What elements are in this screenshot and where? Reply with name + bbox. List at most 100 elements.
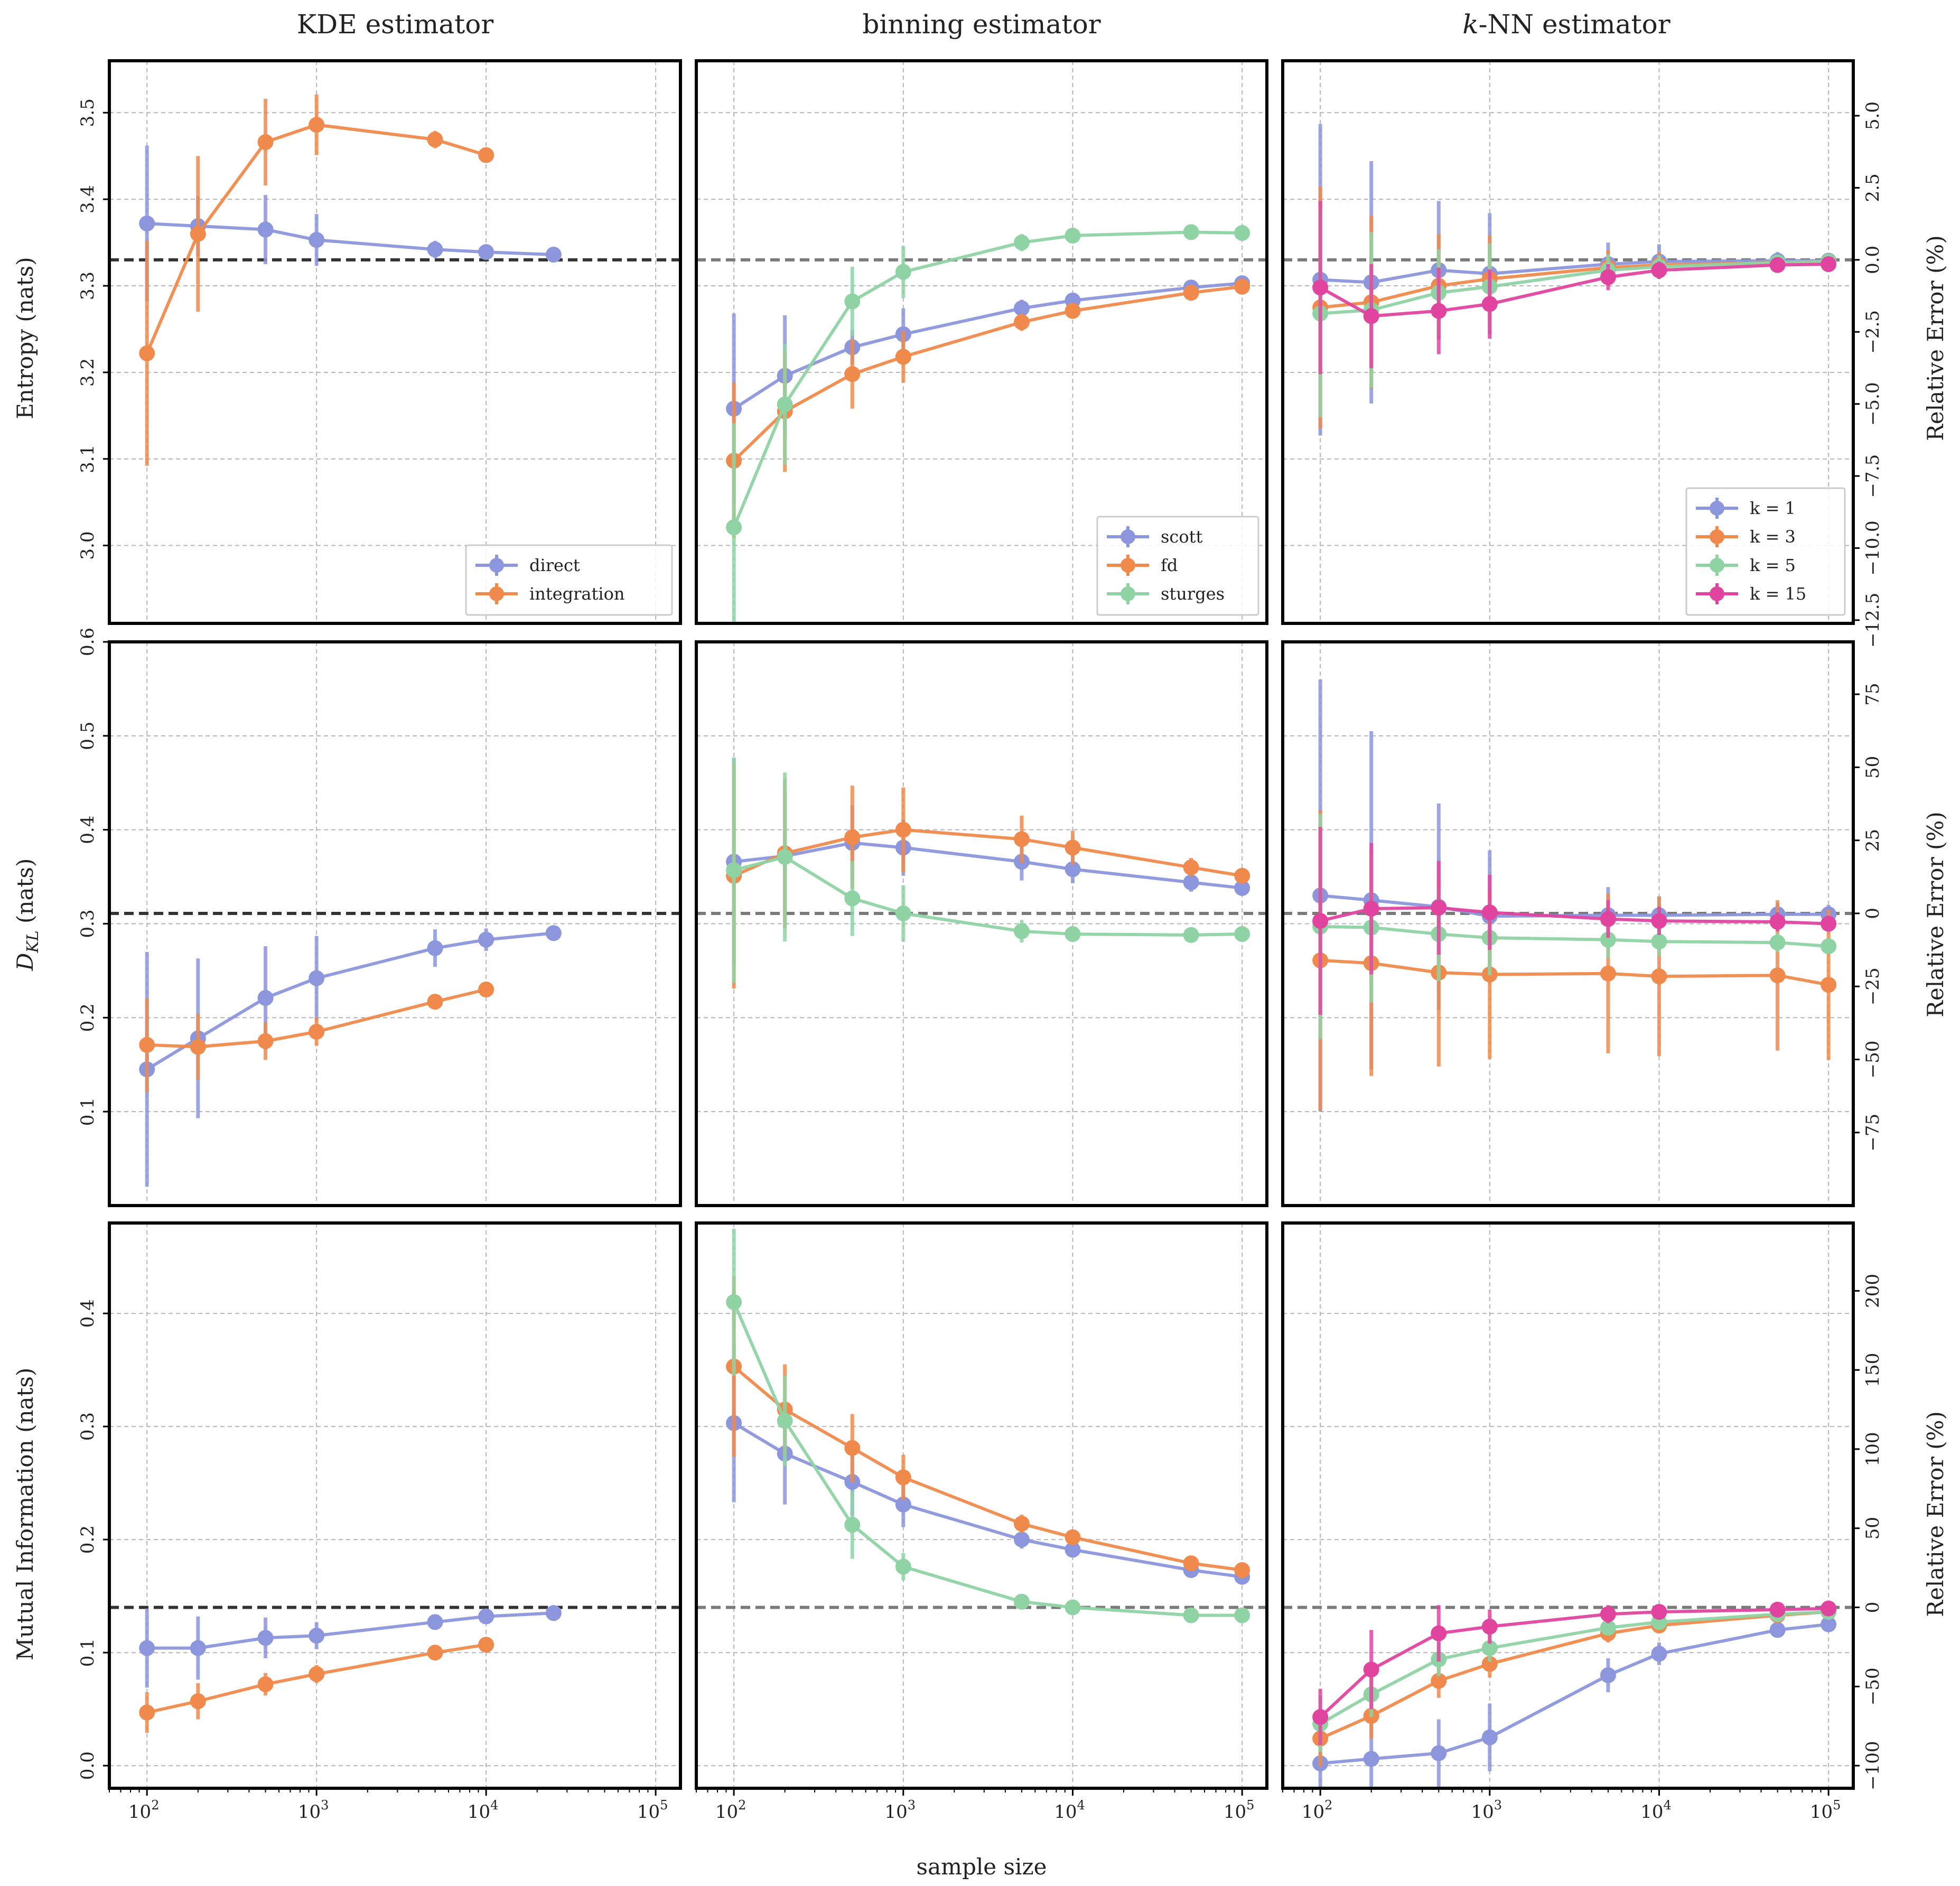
series-k15 (1312, 201, 1837, 375)
data-point (1481, 1656, 1498, 1672)
y2label-mutual-information: Relative Error (%) (1922, 1411, 1948, 1617)
ylabel-mutual-information: Mutual Information (nats) (12, 1368, 38, 1661)
legend: direct integration (465, 544, 673, 616)
panel-r1-c1 (695, 640, 1268, 1207)
series-integration (139, 1637, 494, 1733)
data-point (1234, 880, 1250, 896)
y2-tick-label: 150 (1862, 1353, 1883, 1387)
data-point (139, 1704, 155, 1721)
data-point (309, 232, 325, 248)
data-point (844, 890, 861, 907)
ylabel-dkl: DKL (nats) (12, 858, 42, 972)
data-point (1600, 1606, 1616, 1622)
legend-box (1685, 487, 1846, 616)
column-title-binning: binning estimator (862, 9, 1100, 40)
y-tick-label: 3.2 (77, 358, 98, 387)
y-tick-label: 0.4 (77, 1299, 98, 1328)
x-tick-label: 103 (1471, 1798, 1502, 1823)
y2-tick-label: −10.0 (1862, 520, 1883, 575)
legend-marker (1710, 586, 1724, 601)
data-point (1431, 900, 1447, 916)
y-tick-label: 0.3 (77, 909, 98, 938)
data-point (257, 134, 274, 151)
series-sturges (726, 757, 1250, 983)
panel-r2-c1: 102 103 104 105 (695, 1221, 1268, 1823)
data-point (427, 1614, 443, 1630)
data-point (1769, 967, 1786, 984)
data-point (1183, 285, 1199, 301)
data-point (1431, 1745, 1447, 1761)
y2-tick-label: −50 (1862, 1041, 1883, 1079)
panel-frame (695, 59, 1268, 625)
data-point (1183, 1555, 1199, 1572)
data-point (1065, 839, 1081, 856)
panel-r1-c2: 75 50 25 0 −25 −50 −75 (1281, 640, 1883, 1207)
panel-frame (1281, 640, 1855, 1207)
data-point (478, 244, 494, 260)
data-point (1651, 933, 1667, 950)
panel-frame (695, 640, 1268, 1207)
data-point (1481, 904, 1498, 921)
data-point (844, 293, 861, 310)
data-point (1431, 1625, 1447, 1641)
data-point (478, 981, 494, 997)
data-point (1234, 225, 1250, 241)
data-point (309, 970, 325, 986)
series-line (1320, 958, 1829, 987)
y-tick-label: 0.6 (77, 628, 98, 656)
legend-label: k = 5 (1750, 555, 1796, 575)
y2-tick-label: 75 (1862, 683, 1883, 706)
y2-tick-label: 5.0 (1862, 101, 1883, 130)
data-point (1363, 901, 1379, 917)
y-tick-label: 0.4 (77, 816, 98, 844)
legend-label: k = 3 (1750, 527, 1796, 547)
series-k3 (1312, 810, 1837, 1111)
x-tick-label: 102 (128, 1798, 160, 1823)
series-direct (139, 145, 562, 302)
data-point (427, 241, 443, 258)
y2label-entropy: Relative Error (%) (1922, 235, 1948, 441)
data-point (478, 931, 494, 948)
data-point (1312, 1709, 1329, 1725)
series-k1 (1312, 679, 1837, 1112)
data-point (844, 1440, 861, 1456)
series-line (145, 123, 487, 354)
x-tick-label: 105 (1224, 1798, 1255, 1823)
series-line (146, 931, 554, 1071)
legend-entry: k = 3 (1696, 526, 1796, 547)
y-tick-label: 0.1 (77, 1638, 98, 1667)
data-point (1821, 256, 1837, 273)
data-point (726, 519, 742, 536)
series-sturges (726, 1228, 1250, 1623)
y-tick-label: 3.5 (77, 98, 98, 127)
data-point (478, 1608, 494, 1624)
data-point (1013, 1516, 1030, 1532)
data-point (1234, 278, 1250, 295)
legend-entry: integration (475, 583, 624, 604)
data-point (895, 1496, 911, 1512)
series-scott (726, 275, 1250, 504)
legend-marker (1121, 529, 1135, 544)
data-point (257, 1033, 274, 1049)
y2-tick-label: −100 (1862, 1741, 1883, 1790)
y2-tick-label: 25 (1862, 829, 1883, 852)
legend-marker (1710, 529, 1724, 544)
series-line (733, 282, 1243, 410)
data-point (1013, 314, 1030, 330)
data-point (1183, 224, 1199, 240)
panel-frame (108, 1221, 682, 1790)
panel-r2-c0: 0.0 0.1 0.2 0.3 0.4 102 103 104 105 (77, 1221, 682, 1823)
data-point (1821, 977, 1837, 993)
panels: 3.0 3.1 3.2 3.3 3.4 3.5 direct integration scott… (77, 59, 1883, 1823)
data-point (1651, 1646, 1667, 1662)
legend-entry: direct (475, 555, 580, 576)
series-k1 (1312, 124, 1837, 436)
y-tick-label: 0.1 (77, 1097, 98, 1126)
data-point (1312, 913, 1329, 929)
series-fd (726, 763, 1250, 989)
series-line (1319, 263, 1829, 318)
series-line (733, 285, 1243, 462)
data-point (257, 989, 274, 1006)
data-point (1769, 913, 1786, 930)
